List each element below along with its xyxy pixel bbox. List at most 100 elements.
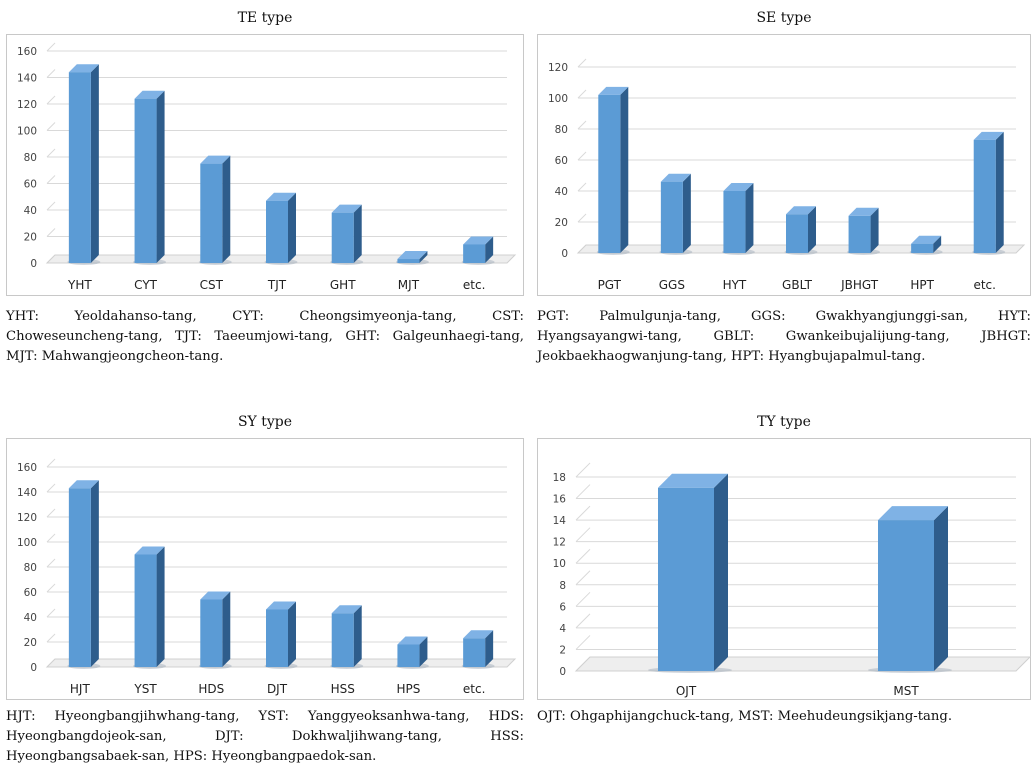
y-tick-label: 20 [24,232,37,244]
gridline-depth [577,151,587,161]
x-category-label: CYT [134,278,157,292]
gridline-depth [575,484,591,499]
bar-top [723,183,754,191]
chart-area: 0 20 40 60 80 100 120 140 160 HJT YST HDS DJT HSS HPS e… [6,438,524,700]
y-tick-label: 160 [17,462,37,474]
bar-top [463,630,494,639]
chart-area: 0 2 4 6 8 10 12 14 16 18 OJT MST [537,438,1032,700]
bar [68,488,91,667]
bar-top [68,480,99,489]
x-category-label: TJT [267,278,287,292]
x-category-label: YHT [67,278,92,292]
bar-side [156,90,165,263]
gridline-depth [577,213,587,223]
chart-caption: YHT: Yeoldahanso-tang, CYT: Cheongsimyeo… [6,309,524,364]
bar-side [288,601,296,667]
y-tick-label: 40 [555,186,568,198]
bar [911,243,934,253]
bar [878,520,934,671]
y-tick-label: 0 [559,666,566,678]
y-tick-label: 0 [561,248,568,260]
x-category-label: HPT [910,278,934,292]
y-tick-label: 60 [24,179,37,191]
y-tick-label: 0 [30,258,37,270]
gridline-depth [46,558,56,568]
y-tick-label: 140 [17,73,37,85]
x-category-label: DJT [267,682,288,696]
x-category-label: JBHGT [840,278,879,292]
bar-side [485,236,494,263]
x-category-label: PGT [598,278,622,292]
bar-side [714,473,728,671]
x-category-label: YST [133,682,157,696]
gridline-depth [575,635,591,650]
bar-chart-svg: 0 20 40 60 80 100 120 140 160 HJT YST HDS DJT HSS HPS e… [17,458,517,696]
bar-top [878,506,948,521]
gridline-depth [46,69,56,78]
bar-side [620,86,629,254]
bar-top [463,236,494,245]
bar-top [848,207,879,216]
x-category-label: HYT [723,278,747,292]
x-category-label: GGS [659,278,685,292]
chart-panel-sy: SY type 0 20 40 60 80 100 120 140 160 HJT YST HDS DJ… [6,408,524,776]
gridline-depth [577,89,587,99]
x-category-label: HDS [198,682,224,696]
bar [397,644,420,667]
bar-side [90,64,99,263]
bar-side [745,183,754,253]
bar [660,181,683,253]
chart-caption: HJT: Hyeongbangjihwhang-tang, YST: Yangg… [6,709,524,764]
bar [331,212,354,263]
y-tick-label: 100 [548,93,568,105]
gridline-depth [575,570,591,586]
gridline-depth [46,608,56,618]
y-tick-label: 60 [24,587,37,599]
bar [848,215,871,253]
bar-top [598,86,629,95]
y-tick-label: 60 [555,155,568,167]
gridline-depth [46,42,56,52]
chart-area: 0 20 40 60 80 100 120 PGT GGS HYT GBLT JBHGT HPT etc. [537,34,1031,296]
bar [200,599,223,667]
gridline-depth [575,462,591,478]
bar-top [973,131,1004,140]
bar-side [419,636,428,667]
bar [134,98,157,263]
bar-top [68,64,99,73]
bar-top [134,546,165,555]
bar-side [933,235,942,253]
bar-side [288,192,296,263]
gridline-depth [46,122,56,131]
y-tick-label: 40 [24,205,37,217]
y-tick-label: 20 [24,637,37,649]
chart-title: SY type [237,414,293,430]
chart-title: TE type [237,10,293,26]
y-tick-label: 10 [553,558,566,570]
bar-side [808,206,816,253]
x-category-label: etc. [463,682,486,696]
bar-side [419,251,428,263]
bar [786,214,808,253]
bar-top [200,591,231,600]
bar-side [870,207,879,253]
x-category-label: MST [893,684,919,698]
chart-panel-te: TE type 0 20 40 60 80 100 120 140 160 YHT CYT CST TJ… [6,4,524,384]
bar-side [353,605,362,667]
x-category-label: GBLT [782,278,813,292]
bar [598,94,621,254]
gridline-depth [46,201,56,211]
gridline-depth [575,591,591,607]
bar-side [222,155,231,263]
y-tick-label: 120 [548,62,568,74]
bar-side [90,480,99,667]
y-tick-label: 8 [559,580,566,592]
x-category-label: etc. [973,278,996,292]
gridline-depth [46,508,56,518]
chart-panel-se: SE type 0 20 40 60 80 100 120 PGT GGS HYT GBLT JBHG… [537,4,1031,384]
gridline-depth [577,120,587,130]
y-tick-label: 80 [24,562,37,574]
bar-top [266,192,296,201]
y-tick-label: 40 [24,612,37,624]
gridline-depth [575,505,591,521]
